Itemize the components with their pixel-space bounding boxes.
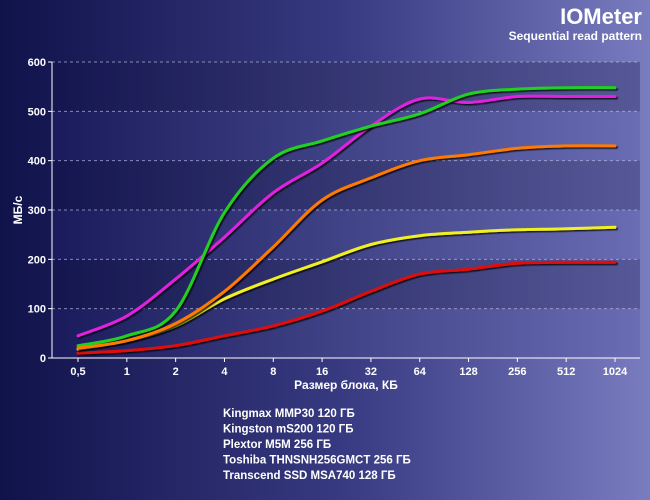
series-line-4 bbox=[76, 86, 617, 348]
data-point bbox=[126, 349, 128, 351]
series-line-3 bbox=[76, 94, 617, 338]
x-tick-label: 128 bbox=[459, 366, 477, 378]
x-tick-label: 0,5 bbox=[70, 366, 85, 378]
data-point bbox=[516, 95, 518, 97]
grid-lines bbox=[52, 61, 640, 310]
x-axis-title: Размер блока, КБ bbox=[294, 378, 398, 392]
data-point bbox=[565, 228, 567, 230]
tick-labels: 0 100 200 300 400 500 600 0,5 1 2 4 8 16 32 64 128 256 51… bbox=[28, 57, 628, 378]
series-line-5 bbox=[76, 144, 617, 350]
x-tick-label: 1024 bbox=[603, 366, 628, 378]
data-point bbox=[321, 140, 323, 142]
data-point bbox=[223, 298, 225, 300]
data-point bbox=[419, 234, 421, 236]
data-point bbox=[419, 113, 421, 115]
data-point bbox=[516, 147, 518, 149]
y-tick-label: 600 bbox=[28, 57, 46, 69]
data-point bbox=[419, 159, 421, 161]
x-tick-label: 16 bbox=[316, 366, 328, 378]
plot-bands bbox=[52, 62, 640, 309]
data-point bbox=[467, 154, 469, 156]
data-point bbox=[565, 95, 567, 97]
x-tick-label: 2 bbox=[173, 366, 179, 378]
data-point bbox=[516, 229, 518, 231]
x-tick-label: 8 bbox=[270, 366, 276, 378]
y-tick-label: 500 bbox=[28, 106, 46, 118]
legend-label: Kingston mS200 120 ГБ bbox=[223, 424, 353, 436]
data-point bbox=[272, 192, 274, 194]
data-point bbox=[321, 261, 323, 263]
data-point bbox=[565, 145, 567, 147]
data-point bbox=[370, 243, 372, 245]
data-point bbox=[126, 315, 128, 317]
y-tick-label: 100 bbox=[28, 304, 46, 316]
data-point bbox=[614, 86, 616, 88]
data-point bbox=[370, 290, 372, 292]
x-tick-label: 512 bbox=[557, 366, 575, 378]
data-point bbox=[419, 98, 421, 100]
data-point bbox=[223, 290, 225, 292]
data-point bbox=[126, 335, 128, 337]
data-point bbox=[223, 335, 225, 337]
chart-title: IOMeter bbox=[560, 4, 642, 29]
data-point bbox=[614, 226, 616, 228]
data-point bbox=[370, 177, 372, 179]
data-point bbox=[272, 278, 274, 280]
data-point bbox=[321, 310, 323, 312]
y-axis-title: МБ/с bbox=[11, 195, 25, 224]
chart-subtitle: Sequential read pattern bbox=[509, 29, 642, 43]
data-point bbox=[321, 162, 323, 164]
data-point bbox=[467, 93, 469, 95]
data-point bbox=[223, 236, 225, 238]
plot-band bbox=[52, 160, 640, 210]
data-point bbox=[321, 199, 323, 201]
data-point bbox=[565, 86, 567, 88]
data-point bbox=[516, 88, 518, 90]
x-tick-label: 1 bbox=[124, 366, 130, 378]
data-point bbox=[174, 278, 176, 280]
data-point bbox=[272, 325, 274, 327]
legend: Kingmax MMP30 120 ГБ Kingston mS200 120 Г… bbox=[198, 408, 411, 482]
series-line-2 bbox=[76, 225, 617, 351]
x-tick-label: 4 bbox=[221, 366, 228, 378]
data-point bbox=[272, 246, 274, 248]
legend-label: Kingmax MMP30 120 ГБ bbox=[223, 408, 355, 420]
data-point bbox=[614, 261, 616, 263]
data-point bbox=[77, 352, 79, 354]
data-point bbox=[614, 145, 616, 147]
data-point bbox=[174, 344, 176, 346]
data-point bbox=[370, 125, 372, 127]
x-tick-label: 256 bbox=[508, 366, 526, 378]
y-tick-label: 400 bbox=[28, 156, 46, 168]
series-line-1 bbox=[76, 260, 617, 355]
data-point bbox=[419, 273, 421, 275]
data-point bbox=[174, 310, 176, 312]
legend-label: Toshiba THNSNH256GMCT 256 ГБ bbox=[223, 455, 411, 467]
x-tick-label: 32 bbox=[365, 366, 377, 378]
data-point bbox=[467, 268, 469, 270]
y-tick-label: 200 bbox=[28, 254, 46, 266]
data-point bbox=[126, 340, 128, 342]
data-point bbox=[77, 347, 79, 349]
data-point bbox=[223, 211, 225, 213]
data-point bbox=[467, 101, 469, 103]
axes bbox=[48, 61, 640, 362]
y-tick-label: 300 bbox=[28, 205, 46, 217]
data-point bbox=[516, 262, 518, 264]
data-point bbox=[467, 231, 469, 233]
data-point bbox=[614, 95, 616, 97]
x-tick-label: 64 bbox=[414, 366, 427, 378]
data-point bbox=[272, 157, 274, 159]
y-tick-label: 0 bbox=[40, 353, 46, 365]
series-layer bbox=[76, 86, 617, 355]
data-point bbox=[565, 261, 567, 263]
legend-label: Plextor M5M 256 ГБ bbox=[223, 439, 331, 451]
data-point bbox=[174, 322, 176, 324]
legend-label: Transcend SSD MSA740 128 ГБ bbox=[223, 470, 396, 482]
data-point bbox=[77, 335, 79, 337]
